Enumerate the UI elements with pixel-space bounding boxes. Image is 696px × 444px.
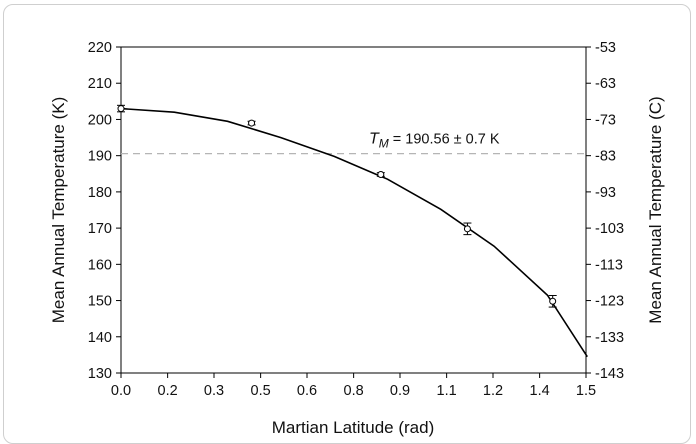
- x-tick-label: 0.2: [158, 383, 178, 399]
- plot-area: [120, 46, 587, 374]
- y-axis-right-title: Mean Annual Temperature (C): [646, 96, 665, 323]
- y2-tick-label: -73: [595, 112, 616, 128]
- y2-tick-label: -103: [595, 221, 624, 237]
- y-tick-label: 140: [88, 330, 112, 346]
- x-tick-label: 0.6: [297, 383, 317, 399]
- y-tick-label: 220: [88, 40, 112, 56]
- data-points: [117, 104, 557, 308]
- y-tick-label: 210: [88, 76, 112, 92]
- data-point: [117, 105, 125, 113]
- y-axis-left-ticks: 130 140 150 160 170 180 190 200 210 220: [88, 40, 121, 382]
- y-tick-label: 150: [88, 294, 112, 310]
- y-tick-label: 190: [88, 149, 112, 165]
- x-tick-label: 1.4: [530, 383, 550, 399]
- y-axis-left-title: Mean Annual Temperature (K): [49, 97, 68, 323]
- data-point: [248, 119, 256, 127]
- x-axis-title: Martian Latitude (rad): [272, 418, 435, 437]
- y-tick-label: 160: [88, 257, 112, 273]
- y2-tick-label: -93: [595, 185, 616, 201]
- x-tick-label: 0.9: [390, 383, 410, 399]
- y2-tick-label: -123: [595, 294, 624, 310]
- x-axis-ticks: 0.0 0.2 0.3 0.5 0.6 0.8 0.9 1.1 1.2 1.4 1.5: [111, 373, 596, 399]
- x-tick-label: 0.0: [111, 383, 131, 399]
- y2-tick-label: -143: [595, 366, 624, 382]
- y-tick-label: 200: [88, 112, 112, 128]
- y2-tick-label: -83: [595, 149, 616, 165]
- y2-tick-label: -133: [595, 330, 624, 346]
- y-tick-label: 170: [88, 221, 112, 237]
- y2-tick-label: -113: [595, 257, 623, 273]
- data-point: [463, 225, 471, 233]
- temperature-latitude-chart: 0.0 0.2 0.3 0.5 0.6 0.8 0.9 1.1 1.2 1.4 1.5 130 140…: [49, 40, 665, 437]
- y-tick-label: 180: [88, 185, 112, 201]
- x-tick-label: 1.5: [576, 383, 596, 399]
- y2-tick-label: -63: [595, 76, 616, 92]
- y-axis-right-ticks: -143 -133 -123 -113 -103 -93 -83 -73 -63 -53: [586, 40, 624, 382]
- chart-frame: 0.0 0.2 0.3 0.5 0.6 0.8 0.9 1.1 1.2 1.4 1.5 130 140…: [3, 4, 691, 444]
- x-tick-label: 0.8: [344, 383, 364, 399]
- y2-tick-label: -53: [595, 40, 616, 56]
- fit-curve: [120, 107, 588, 358]
- x-tick-label: 1.1: [437, 383, 457, 399]
- x-tick-label: 1.2: [483, 383, 503, 399]
- data-point: [377, 171, 385, 179]
- data-point: [549, 297, 557, 305]
- x-tick-label: 0.3: [204, 383, 224, 399]
- x-tick-label: 0.5: [251, 383, 271, 399]
- reference-line-label: TM = 190.56 ± 0.7 K: [369, 131, 500, 151]
- y-tick-label: 130: [88, 366, 112, 382]
